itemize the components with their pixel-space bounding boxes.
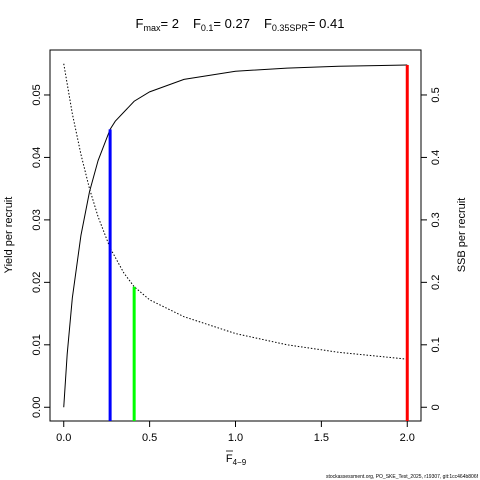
ssb-per-recruit-line [63,63,408,360]
y-right-tick-label: 0.1 [430,337,442,352]
series-layer [63,63,408,408]
y-axis-right-label: SSB per recruit [456,198,468,273]
x-axis-label: F4−9 [226,453,247,467]
title-fspr-sub: 0.35SPR [272,23,309,33]
title-f01-value: = 0.27 [213,16,250,31]
footnote: stockassessment.org, PO_SKE_Test_2025, r… [326,474,479,480]
y-axis-left-label: Yield per recruit [3,197,15,274]
title-fmax-sub: max [144,23,162,33]
y-right-tick-label: 0.5 [430,87,442,102]
title-fspr-value: = 0.41 [308,16,345,31]
x-axis: 0.0 0.5 1.0 1.5 2.0 [56,421,415,444]
y-right-tick-label: 0 [430,404,442,410]
y-right-tick-label: 0.3 [430,212,442,227]
yield-per-recruit-line [63,64,408,408]
y-right-tick-label: 0.2 [430,275,442,290]
reference-lines [108,64,409,421]
x-axis-label-sub: 4−9 [233,458,247,467]
title-f01-sub: 0.1 [201,23,214,33]
title-fmax-label: F [136,16,144,31]
y-left-tick-label: 0.04 [31,147,43,168]
x-tick-label: 0.0 [56,432,71,444]
x-tick-label: 1.5 [314,432,329,444]
y-left-tick-label: 0.01 [31,334,43,355]
title-fspr-label: F [264,16,272,31]
x-tick-label: 2.0 [400,432,415,444]
y-left-tick-label: 0.00 [31,397,43,418]
title-f01-label: F [193,16,201,31]
y-left-tick-label: 0.05 [31,84,43,105]
y-left-tick-label: 0.02 [31,272,43,293]
x-axis-label-main: F [226,453,233,465]
title-fmax-value: = 2 [161,16,179,31]
y-axis-right: 0 0.1 0.2 0.3 0.4 0.5 [421,87,442,410]
y-right-tick-label: 0.4 [430,150,442,165]
y-axis-left: 0.00 0.01 0.02 0.03 0.04 0.05 [31,84,50,418]
chart-title: Fmax= 2 F0.1= 0.27 F0.35SPR= 0.41 [136,16,345,33]
y-left-tick-label: 0.03 [31,209,43,230]
plot-frame [49,49,422,422]
x-tick-label: 1.0 [228,432,243,444]
x-tick-label: 0.5 [142,432,157,444]
